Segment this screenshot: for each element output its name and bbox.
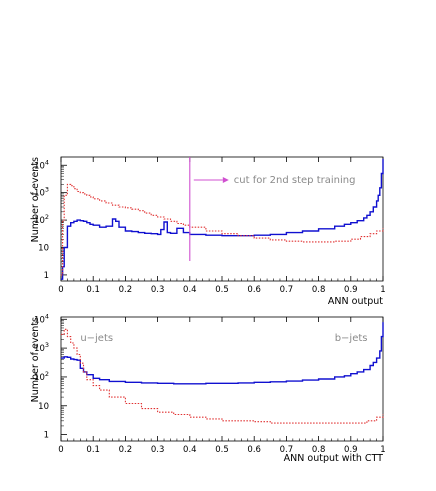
y-tick-base: 10 — [34, 189, 45, 199]
y-tick-label: 10 — [38, 402, 49, 412]
y-tick-base: 10 — [38, 402, 49, 412]
u-jets-histogram — [61, 328, 384, 424]
y-tick-label: 104 — [34, 158, 49, 171]
y-tick-label: 10 — [38, 244, 49, 254]
y-tick-exp: 2 — [45, 213, 49, 221]
y-tick-base: 10 — [34, 315, 45, 325]
x-tick-label: 0.5 — [215, 285, 229, 295]
top-panel: 0 0.1 0.2 0.3 0.4 0.5 0.6 0.7 0.8 0.9 111010210310… — [30, 156, 386, 307]
x-tick-label: 0.2 — [119, 285, 133, 295]
y-tick-base: 10 — [34, 161, 45, 171]
x-tick-label: 0.1 — [86, 445, 100, 455]
y-tick-label: 103 — [34, 186, 49, 199]
x-axis-label: ANN output — [328, 296, 383, 307]
cut-arrow-head — [222, 177, 229, 183]
x-tick-label: 0 — [58, 445, 63, 455]
x-tick-label: 0.9 — [344, 445, 358, 455]
y-tick-base: 10 — [34, 344, 45, 354]
x-tick-label: 0.1 — [86, 285, 100, 295]
y-tick-base: 10 — [38, 244, 49, 254]
y-axis-label: Number of events — [30, 157, 41, 242]
x-tick-label: 0 — [58, 285, 63, 295]
b-jets-histogram — [61, 158, 384, 280]
y-tick-label: 1 — [44, 431, 49, 441]
bottom-panel: 0 0.1 0.2 0.3 0.4 0.5 0.6 0.7 0.8 0.9 111010210310… — [30, 312, 386, 464]
x-tick-label: 0.2 — [119, 445, 133, 455]
y-tick-label: 102 — [34, 213, 49, 226]
x-tick-label: 0.8 — [312, 445, 326, 455]
b-jets-histogram — [61, 322, 384, 385]
y-tick-label: 104 — [34, 312, 49, 325]
x-axis-label: ANN output with CTT — [284, 453, 384, 464]
x-tick-label: 0.6 — [247, 285, 261, 295]
series-label: u−jets — [80, 333, 113, 344]
y-tick-exp: 4 — [45, 158, 49, 166]
x-tick-label: 0.5 — [215, 445, 229, 455]
x-tick-label: 0.4 — [183, 285, 197, 295]
y-tick-base: 10 — [34, 216, 45, 226]
x-tick-label: 0.9 — [344, 285, 358, 295]
y-tick-exp: 4 — [45, 312, 49, 320]
x-tick-label: 0.4 — [183, 445, 197, 455]
y-tick-label: 1 — [44, 271, 49, 281]
y-tick-label: 102 — [34, 370, 49, 383]
y-axis-label: Number of events — [30, 317, 41, 402]
x-tick-label: 0.8 — [312, 285, 326, 295]
y-tick-base: 1 — [44, 271, 49, 281]
y-tick-base: 1 — [44, 431, 49, 441]
y-tick-exp: 3 — [45, 341, 49, 349]
series-label: b−jets — [335, 333, 368, 344]
y-tick-exp: 2 — [45, 370, 49, 378]
y-tick-exp: 3 — [45, 186, 49, 194]
cut-annotation: cut for 2nd step training — [234, 175, 356, 186]
x-tick-label: 0.3 — [151, 285, 165, 295]
x-tick-label: 0.7 — [280, 285, 294, 295]
x-tick-label: 0.3 — [151, 445, 165, 455]
x-tick-label: 0.7 — [280, 445, 294, 455]
y-tick-base: 10 — [34, 373, 45, 383]
x-tick-label: 0.6 — [247, 445, 261, 455]
x-tick-label: 1 — [380, 445, 385, 455]
x-tick-label: 1 — [380, 285, 385, 295]
u-jets-histogram — [61, 183, 384, 276]
y-tick-label: 103 — [34, 341, 49, 354]
